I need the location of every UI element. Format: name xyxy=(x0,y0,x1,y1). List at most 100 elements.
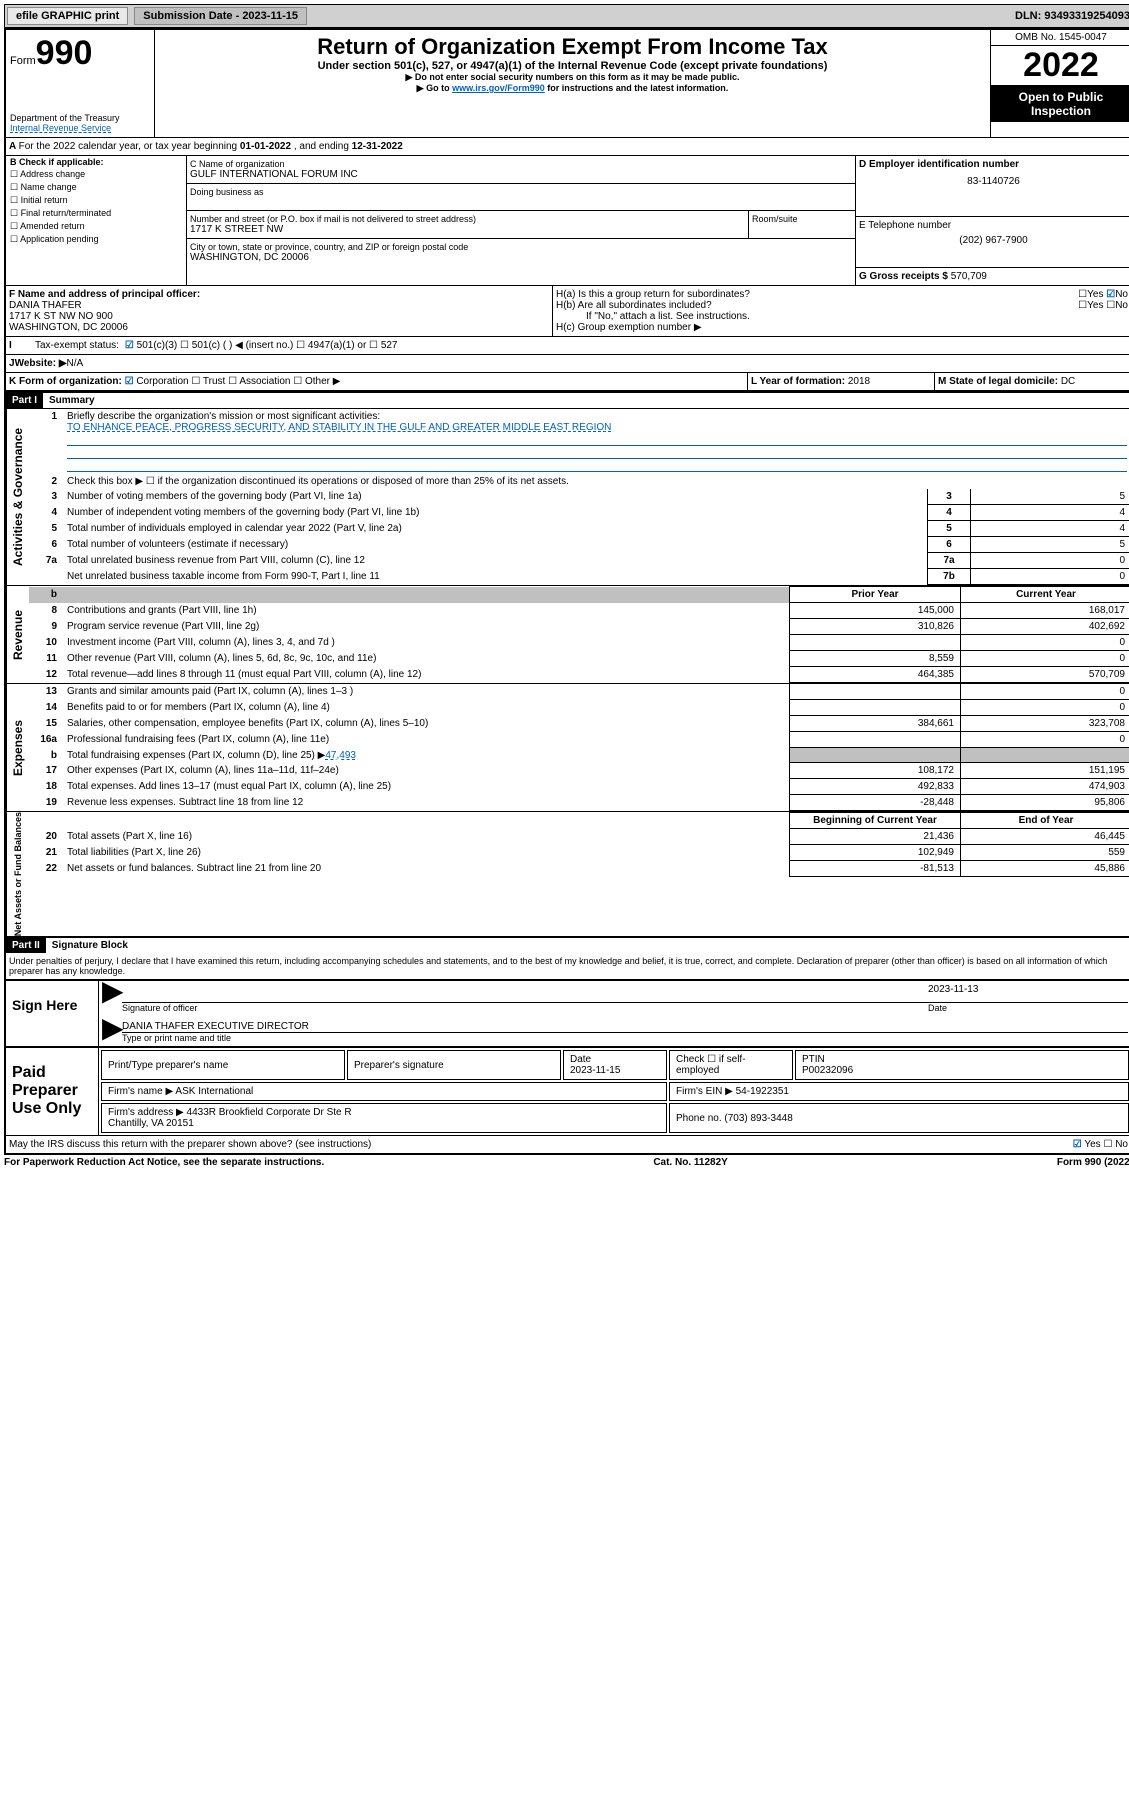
l5-val: 4 xyxy=(971,521,1129,537)
l22-begin: -81,513 xyxy=(790,861,961,877)
k-other: Other ▶ xyxy=(305,376,340,387)
l18-curr: 474,903 xyxy=(961,779,1129,795)
ty-begin: 01-01-2022 xyxy=(240,141,291,152)
col-f: F Name and address of principal officer:… xyxy=(6,286,553,336)
discuss-row: May the IRS discuss this return with the… xyxy=(6,1135,1129,1153)
hc-lbl: H(c) Group exemption number ▶ xyxy=(556,322,1128,333)
part-i-header: Part I Summary xyxy=(6,391,1129,408)
l10-curr: 0 xyxy=(961,635,1129,651)
i-lbl: Tax-exempt status: xyxy=(32,337,122,354)
chk-application-pending[interactable]: ☐ Application pending xyxy=(6,233,186,246)
chk-initial-return[interactable]: ☐ Initial return xyxy=(6,194,186,207)
col-b-checkboxes: B Check if applicable: ☐ Address change … xyxy=(6,156,187,285)
l15-prior: 384,661 xyxy=(790,716,961,732)
part-ii-title: Signature Block xyxy=(46,938,134,953)
i-501c: 501(c) ( ) ◀ (insert no.) xyxy=(192,340,294,351)
sign-here-block: Sign Here ▶ 2023-11-13 Signature of offi… xyxy=(6,979,1129,1046)
website: N/A xyxy=(67,358,84,369)
city: WASHINGTON, DC 20006 xyxy=(190,252,852,263)
print-name-lbl: Type or print name and title xyxy=(122,1033,1128,1043)
chk-address-change[interactable]: ☐ Address change xyxy=(6,168,186,181)
l16a-curr: 0 xyxy=(961,732,1129,748)
l7b-val: 0 xyxy=(971,569,1129,585)
telephone: (202) 967-7900 xyxy=(859,231,1128,246)
k-trust: Trust xyxy=(203,376,225,387)
no-lbl: No xyxy=(1115,289,1128,300)
omb-number: OMB No. 1545-0047 xyxy=(991,30,1129,46)
l21-lbl: Total liabilities (Part X, line 26) xyxy=(63,845,790,861)
dln-label: DLN: 93493319254093 xyxy=(1015,10,1129,22)
street: 1717 K STREET NW xyxy=(190,224,745,235)
state-domicile: DC xyxy=(1061,376,1075,387)
l20-end: 46,445 xyxy=(961,829,1129,845)
room-lbl: Room/suite xyxy=(752,214,852,224)
org-name: GULF INTERNATIONAL FORUM INC xyxy=(190,169,852,180)
page-footer: For Paperwork Reduction Act Notice, see … xyxy=(4,1155,1129,1168)
chk-name-change[interactable]: ☐ Name change xyxy=(6,181,186,194)
l17-curr: 151,195 xyxy=(961,763,1129,779)
vlabel-revenue: Revenue xyxy=(6,586,29,683)
l7a-lbl: Total unrelated business revenue from Pa… xyxy=(67,555,365,566)
l21-begin: 102,949 xyxy=(790,845,961,861)
f-lbl: F Name and address of principal officer: xyxy=(9,289,200,300)
sig-officer-lbl: Signature of officer xyxy=(122,1003,928,1013)
section-revenue: Revenue bPrior YearCurrent Year 8Contrib… xyxy=(6,585,1129,683)
chk-lbl: Final return/terminated xyxy=(21,208,112,218)
l2-lbl: Check this box ▶ ☐ if the organization d… xyxy=(63,474,1129,489)
l22-end: 45,886 xyxy=(961,861,1129,877)
l9-lbl: Program service revenue (Part VIII, line… xyxy=(63,619,790,635)
efile-button[interactable]: efile GRAPHIC print xyxy=(7,7,128,25)
l4-lbl: Number of independent voting members of … xyxy=(67,507,419,518)
k-assoc: Association xyxy=(239,376,290,387)
hdr-curr: Current Year xyxy=(961,587,1129,603)
i-527: 527 xyxy=(381,340,398,351)
col-h: H(a) Is this a group return for subordin… xyxy=(553,286,1129,336)
l16b-lbl: Total fundraising expenses (Part IX, col… xyxy=(67,750,325,761)
k-corp: Corporation xyxy=(136,376,188,387)
dept-label: Department of the Treasury xyxy=(10,113,150,123)
part-ii-tag: Part II xyxy=(6,938,46,953)
l13-prior xyxy=(790,684,961,700)
l20-begin: 21,436 xyxy=(790,829,961,845)
m-lbl: M State of legal domicile: xyxy=(938,376,1061,387)
l10-prior xyxy=(790,635,961,651)
footer-mid: Cat. No. 11282Y xyxy=(653,1157,727,1168)
subtitle-2: ▶ Do not enter social security numbers o… xyxy=(159,72,986,83)
form-container: Form990 Department of the Treasury Inter… xyxy=(4,28,1129,1155)
footer-right: Form 990 (2022) xyxy=(1057,1157,1129,1168)
l8-curr: 168,017 xyxy=(961,603,1129,619)
klm-row: K Form of organization: ☑ Corporation ☐ … xyxy=(6,373,1129,391)
officer-addr1: 1717 K ST NW NO 900 xyxy=(9,311,549,322)
firm-ph-lbl: Phone no. xyxy=(676,1113,724,1124)
chk-lbl: Name change xyxy=(21,182,77,192)
hb-lbl: H(b) Are all subordinates included? xyxy=(556,300,1078,311)
l17-prior: 108,172 xyxy=(790,763,961,779)
hdr-end: End of Year xyxy=(961,813,1129,829)
chk-final-return[interactable]: ☐ Final return/terminated xyxy=(6,207,186,220)
hb-note: If "No," attach a list. See instructions… xyxy=(556,311,1128,322)
l3-lbl: Number of voting members of the governin… xyxy=(67,491,362,502)
l8-lbl: Contributions and grants (Part VIII, lin… xyxy=(63,603,790,619)
j-row: J Website: ▶ N/A xyxy=(6,355,1129,373)
firm-name: ASK International xyxy=(175,1086,253,1097)
l10-lbl: Investment income (Part VIII, column (A)… xyxy=(63,635,790,651)
firm-ein: 54-1922351 xyxy=(736,1086,789,1097)
prep-c3: Date xyxy=(570,1054,591,1065)
l4-val: 4 xyxy=(971,505,1129,521)
l16a-lbl: Professional fundraising fees (Part IX, … xyxy=(63,732,790,748)
firm-addr1: 4433R Brookfield Corporate Dr Ste R xyxy=(187,1107,352,1118)
l9-curr: 402,692 xyxy=(961,619,1129,635)
l14-curr: 0 xyxy=(961,700,1129,716)
chk-amended-return[interactable]: ☐ Amended return xyxy=(6,220,186,233)
officer-print-name: DANIA THAFER EXECUTIVE DIRECTOR xyxy=(122,1021,1128,1033)
firm-ph: (703) 893-3448 xyxy=(724,1113,792,1124)
dba-lbl: Doing business as xyxy=(190,187,852,197)
l7a-val: 0 xyxy=(971,553,1129,569)
prep-ptin: P00232096 xyxy=(802,1065,853,1076)
l9-prior: 310,826 xyxy=(790,619,961,635)
top-toolbar: efile GRAPHIC print Submission Date - 20… xyxy=(4,4,1129,28)
open-inspection: Open to Public Inspection xyxy=(991,86,1129,122)
perjury-declaration: Under penalties of perjury, I declare th… xyxy=(6,953,1129,979)
form-number: 990 xyxy=(36,34,93,72)
irs-link[interactable]: www.irs.gov/Form990 xyxy=(452,83,545,93)
